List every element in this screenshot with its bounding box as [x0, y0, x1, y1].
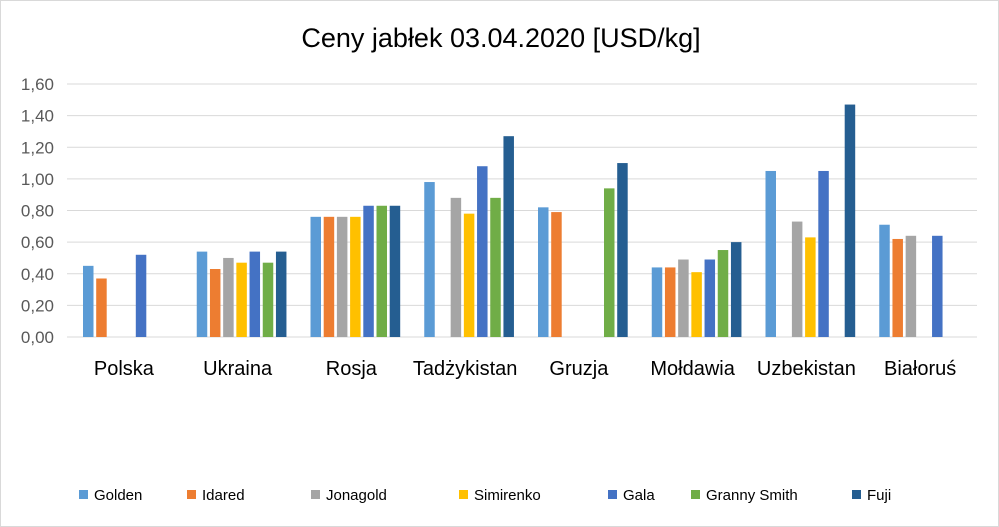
- y-tick-label: 1,40: [21, 107, 54, 126]
- bar-golden: [538, 207, 549, 337]
- x-category-label: Gruzja: [549, 358, 609, 380]
- y-tick-label: 1,20: [21, 138, 54, 157]
- bar-idared: [96, 278, 107, 337]
- bar-gala: [363, 205, 374, 337]
- y-tick-label: 0,80: [21, 202, 54, 221]
- chart-title: Ceny jabłek 03.04.2020 [USD/kg]: [301, 23, 700, 53]
- bar-simirenko: [463, 213, 475, 337]
- bar-idared: [664, 267, 676, 337]
- bar-simirenko: [350, 216, 361, 337]
- bar-golden: [196, 251, 208, 337]
- x-category-label: Tadżykistan: [413, 358, 518, 380]
- y-tick-label: 0,60: [21, 233, 54, 252]
- legend-label: Granny Smith: [706, 487, 798, 504]
- bar-fuji: [275, 251, 287, 337]
- bar-jonagold: [223, 257, 234, 337]
- bar-granny-smith: [376, 205, 387, 337]
- y-tick-label: 0,20: [21, 296, 54, 315]
- bar-granny-smith: [717, 250, 729, 337]
- bar-jonagold: [791, 221, 803, 337]
- x-category-label: Rosja: [326, 358, 378, 380]
- legend-swatch: [691, 490, 700, 499]
- bar-jonagold: [450, 197, 462, 337]
- x-category-label: Mołdawia: [650, 358, 735, 380]
- legend-label: Simirenko: [474, 487, 541, 504]
- bar-idared: [551, 212, 562, 337]
- legend-swatch: [79, 490, 88, 499]
- y-tick-label: 0,00: [21, 328, 54, 347]
- bar-jonagold: [678, 259, 689, 337]
- bar-fuji: [617, 163, 628, 337]
- bar-idared: [209, 269, 221, 337]
- bar-fuji: [730, 242, 742, 337]
- bar-fuji: [844, 104, 856, 338]
- bar-fuji: [503, 136, 514, 337]
- legend-swatch: [608, 490, 617, 499]
- x-category-label: Białoruś: [884, 358, 956, 380]
- legend-label: Gala: [623, 487, 655, 504]
- legend-swatch: [459, 490, 468, 499]
- bar-simirenko: [236, 262, 247, 337]
- bar-gala: [249, 251, 261, 337]
- legend-label: Fuji: [867, 487, 891, 504]
- y-tick-label: 1,00: [21, 170, 54, 189]
- y-axis-ticks: 0,00 0,20 0,40 0,60 0,80 1,00 1,20 1,40 1,60: [21, 75, 54, 347]
- bar-gala: [477, 166, 488, 337]
- bar-gala: [818, 170, 829, 337]
- bar-golden: [424, 182, 435, 337]
- legend-swatch: [311, 490, 320, 499]
- bar-granny-smith: [490, 197, 501, 337]
- bar-granny-smith: [262, 262, 274, 337]
- bar-simirenko: [691, 272, 702, 337]
- bar-idared: [892, 238, 903, 337]
- y-tick-label: 0,40: [21, 265, 54, 284]
- bar-golden: [879, 224, 890, 337]
- bar-simirenko: [805, 237, 816, 337]
- bar-fuji: [389, 205, 401, 337]
- legend-swatch: [187, 490, 196, 499]
- legend-label: Golden: [94, 487, 142, 504]
- y-tick-label: 1,60: [21, 75, 54, 94]
- bar-idared: [323, 216, 335, 337]
- bar-golden: [83, 265, 94, 337]
- bar-golden: [765, 170, 776, 337]
- x-category-label: Polska: [94, 358, 155, 380]
- legend: Golden Idared Jonagold Simirenko Gala Granny …: [79, 487, 891, 504]
- legend-swatch: [852, 490, 861, 499]
- bar-golden: [310, 216, 321, 337]
- bars: [83, 104, 943, 338]
- bar-gala: [135, 254, 147, 337]
- legend-label: Idared: [202, 487, 245, 504]
- bar-golden: [651, 267, 663, 337]
- bar-granny-smith: [604, 188, 615, 337]
- legend-label: Jonagold: [326, 487, 387, 504]
- x-axis-categories: Polska Ukraina Rosja Tadżykistan Gruzja Mołda…: [94, 358, 956, 380]
- bar-jonagold: [905, 235, 917, 337]
- bar-gala: [932, 235, 943, 337]
- x-category-label: Ukraina: [203, 358, 273, 380]
- bar-gala: [704, 259, 716, 337]
- x-category-label: Uzbekistan: [757, 358, 856, 380]
- bar-jonagold: [336, 216, 348, 337]
